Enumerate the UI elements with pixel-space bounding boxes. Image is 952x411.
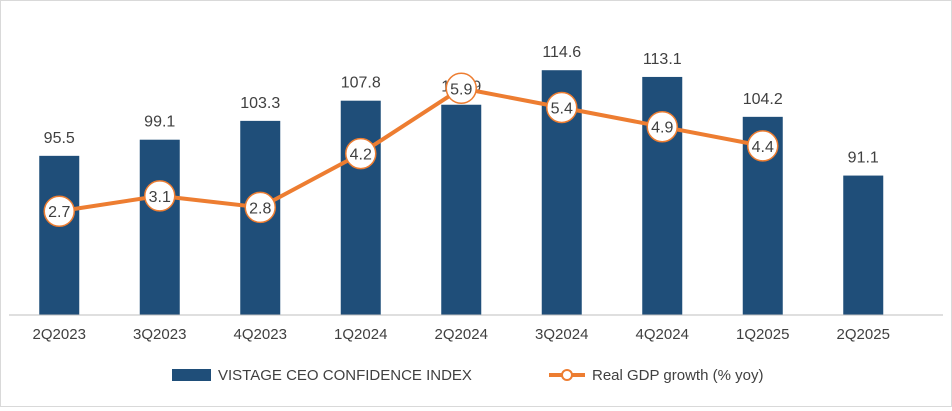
category-label: 1Q2024 <box>334 326 387 343</box>
gdp-point-label: 4.9 <box>651 120 673 137</box>
category-labels-layer: 2Q2023 3Q2023 4Q2023 1Q2024 2Q2024 3Q2024 4Q20… <box>33 326 890 343</box>
gdp-point-label: 2.8 <box>249 200 271 217</box>
gdp-line-layer: 2.7 3.1 2.8 4.2 5.9 5.4 4.9 4.4 <box>43 72 779 227</box>
gdp-point-label: 5.9 <box>450 81 472 98</box>
cci-bar <box>843 175 884 315</box>
cci-bar-label: 103.3 <box>240 95 280 112</box>
gdp-point-marker <box>43 195 75 227</box>
category-label: 4Q2024 <box>636 326 689 343</box>
gdp-point-label: 4.2 <box>350 147 372 164</box>
bars-layer <box>39 70 884 316</box>
bar-labels-layer: 95.599.1103.3107.8106.9114.6113.1104.291… <box>44 44 879 166</box>
gdp-point-marker <box>345 137 377 170</box>
category-label: 2Q2025 <box>837 326 890 343</box>
gdp-point-label: 3.1 <box>149 189 171 206</box>
cci-bar-label: 114.6 <box>542 44 581 61</box>
category-label: 2Q2024 <box>435 326 488 343</box>
gdp-point-marker <box>244 191 276 224</box>
legend-line-label: Real GDP growth (% yoy) <box>592 367 763 384</box>
gdp-line <box>58 86 764 214</box>
cci-bar-label: 104.2 <box>743 91 783 108</box>
category-label: 1Q2025 <box>736 326 789 343</box>
legend-line-marker <box>561 369 573 381</box>
legend-bar-swatch <box>172 369 211 381</box>
legend: VISTAGE CEO CONFIDENCE INDEX Real GDP gr… <box>172 367 763 384</box>
category-label: 3Q2024 <box>535 326 588 343</box>
cci-bar <box>340 100 381 316</box>
cci-bar-label: 107.8 <box>341 75 381 92</box>
cci-bar-label: 99.1 <box>144 114 175 131</box>
gdp-point-marker <box>747 130 779 162</box>
gdp-point-label: 4.4 <box>752 139 774 156</box>
cci-bar-label: 91.1 <box>848 150 879 167</box>
category-label: 3Q2023 <box>133 326 186 343</box>
gdp-point-marker <box>445 72 477 105</box>
cci-bar-label: 113.1 <box>643 51 682 68</box>
category-label: 4Q2023 <box>234 326 287 343</box>
cci-bar <box>139 139 180 315</box>
gdp-point-marker <box>546 91 578 124</box>
gdp-point-marker <box>646 110 678 143</box>
cci-bar <box>441 104 482 316</box>
gdp-point-marker <box>144 180 176 212</box>
legend-bar-label: VISTAGE CEO CONFIDENCE INDEX <box>218 367 472 384</box>
gdp-point-label: 2.7 <box>48 204 70 221</box>
cci-bar-label: 95.5 <box>44 130 75 147</box>
cci-bar <box>39 155 80 315</box>
category-label: 2Q2023 <box>33 326 86 343</box>
gdp-point-label: 5.4 <box>551 100 573 117</box>
